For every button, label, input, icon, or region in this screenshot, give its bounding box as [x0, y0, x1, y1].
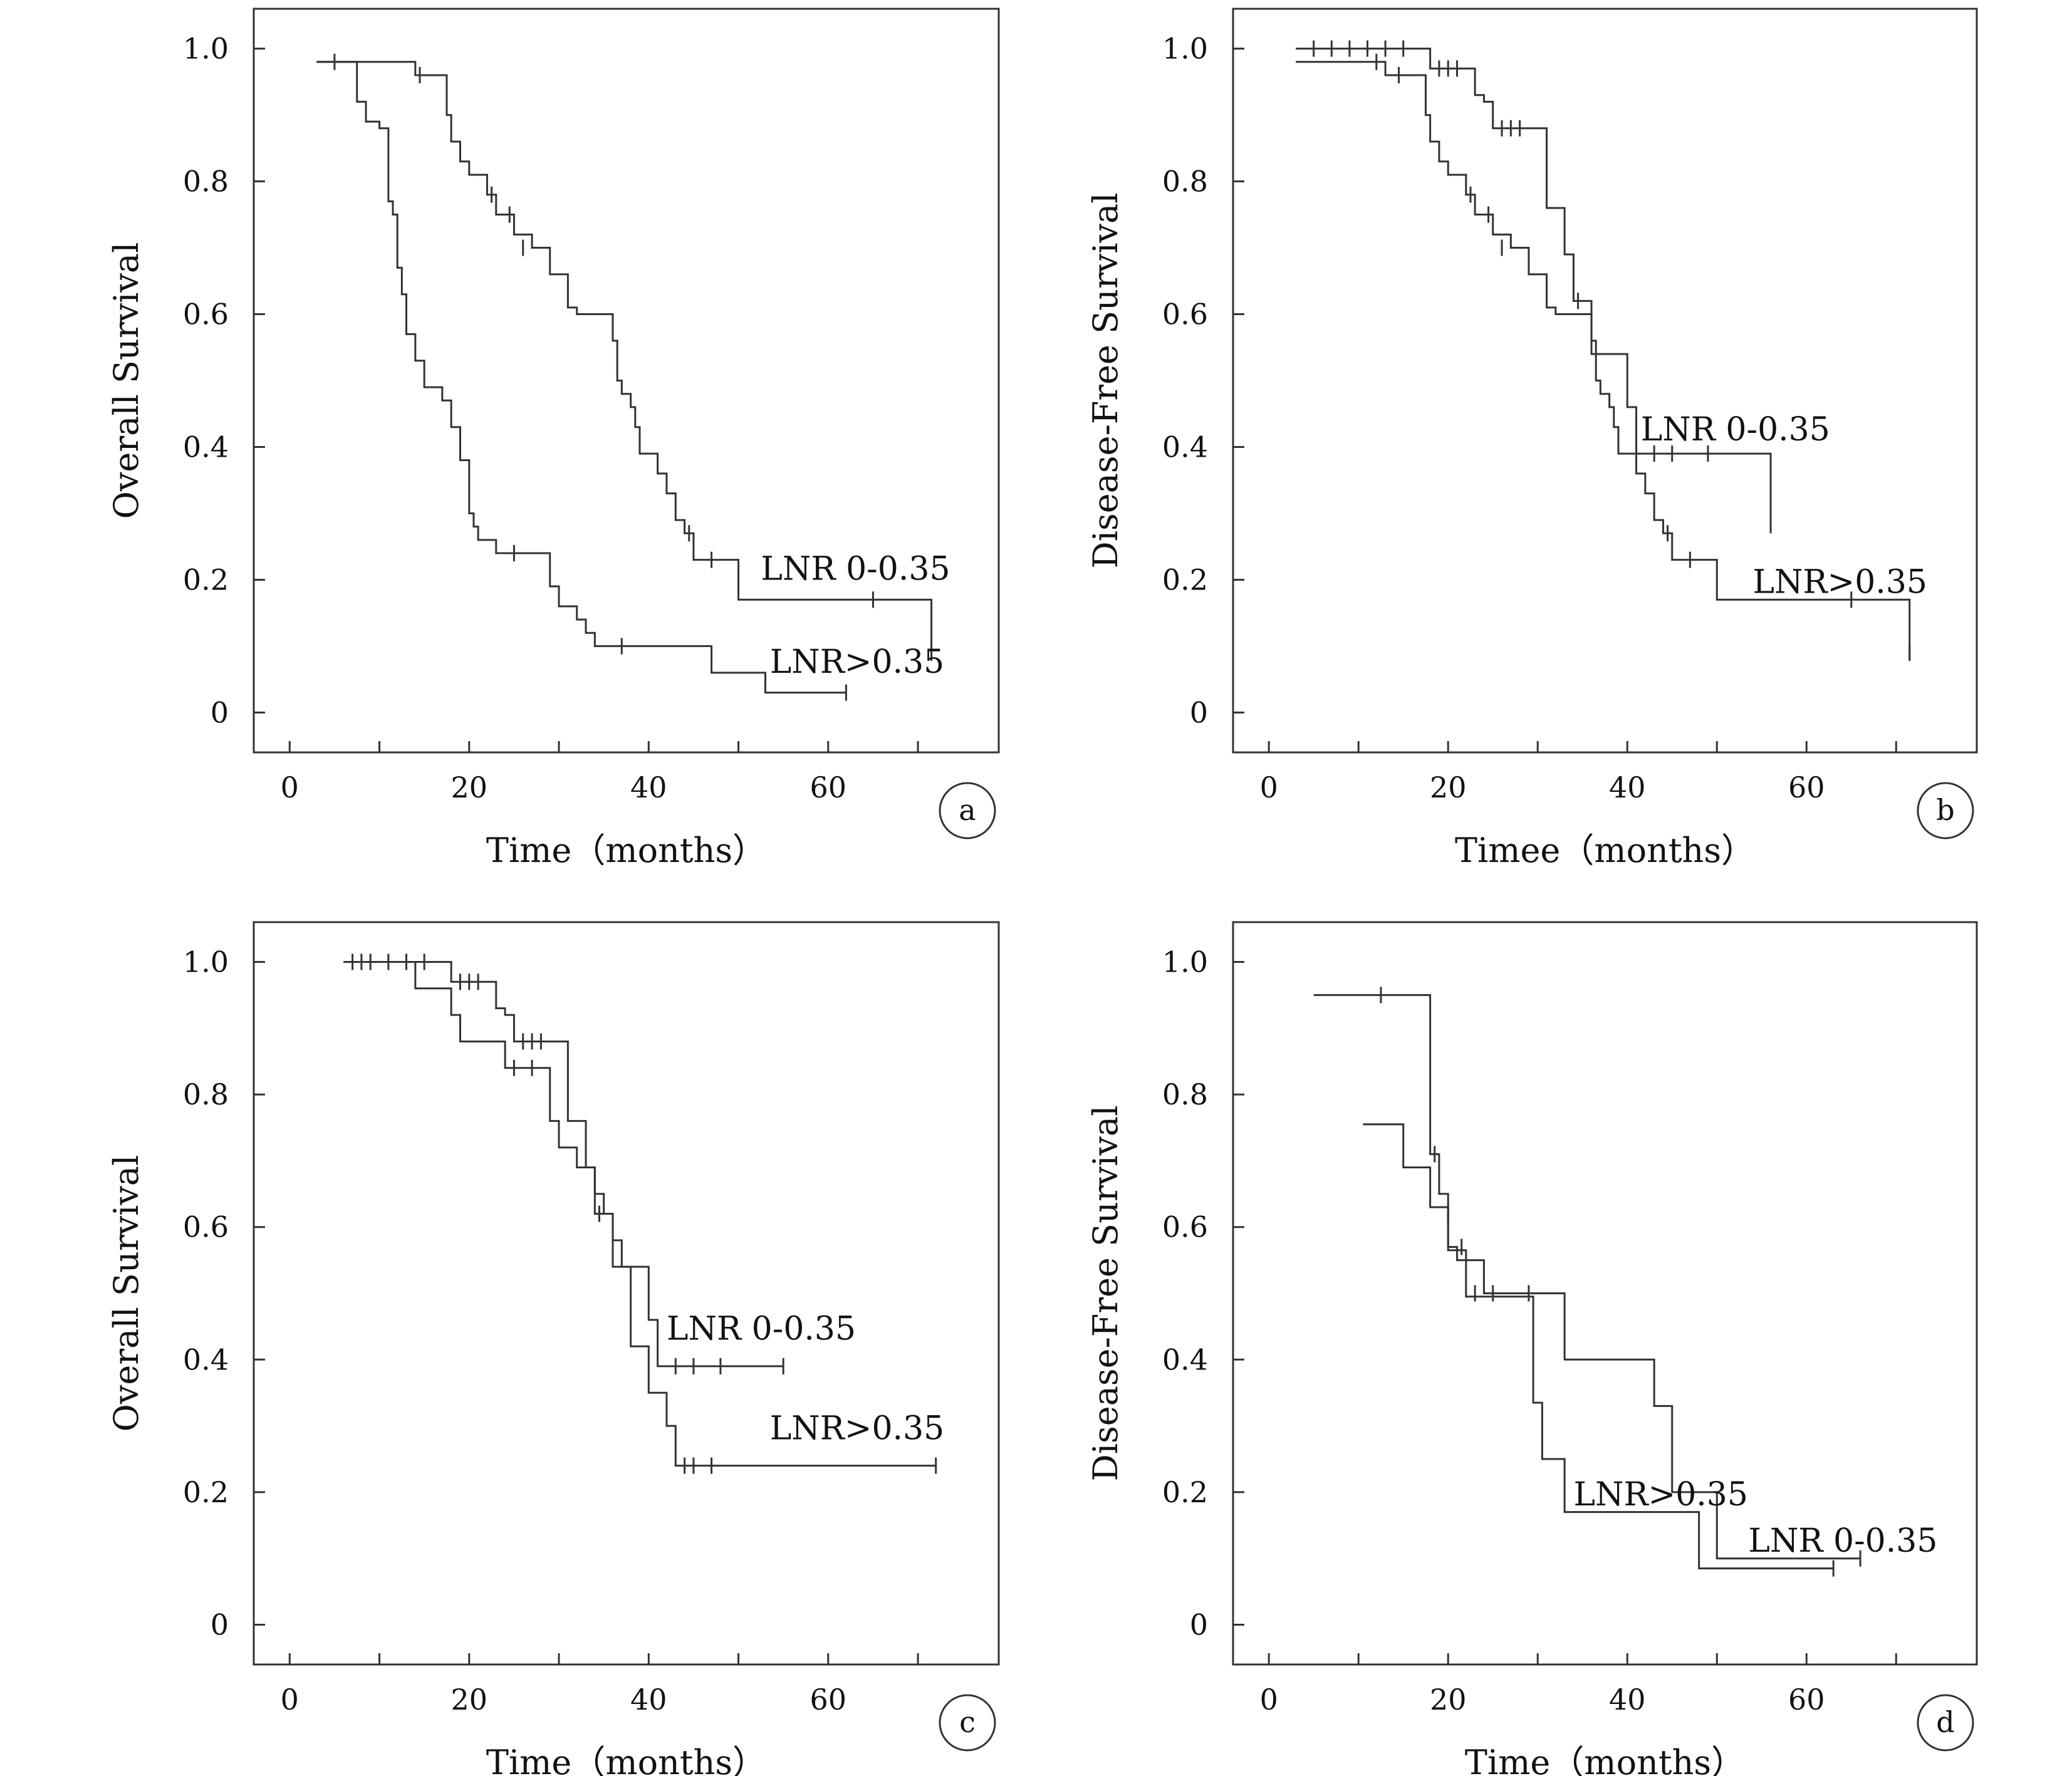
- panel-c: 0 20 40 60 0 0.2 0.4 0.6 0.8 1.0 Time（months） Overa…: [107, 921, 1000, 1776]
- y-tick-label: 0: [1190, 695, 1208, 729]
- panel-d: 0 20 40 60 0 0.2 0.4 0.6 0.8 1.0 Time（months） Disea…: [1086, 921, 1978, 1776]
- series-label: LNR 0-0.35: [1641, 411, 1830, 449]
- series-line-lnr-low: [1296, 48, 1772, 534]
- series-label: LNR>0.35: [770, 1410, 945, 1447]
- x-tick-label: 60: [810, 771, 847, 804]
- x-tick-label: 40: [630, 1683, 667, 1716]
- series-line-lnr-low: [1313, 994, 1861, 1560]
- y-tick-label: 0.4: [183, 430, 229, 464]
- series-line-lnr-low: [343, 960, 784, 1368]
- series-line-lnr-high: [343, 960, 936, 1467]
- panel-a: 0 20 40 60 0 0.2 0.4 0.6 0.8 1.0 Time（months） Overa…: [107, 8, 1000, 870]
- panel-letter: a: [959, 793, 976, 827]
- y-tick-label: 0.6: [183, 298, 229, 331]
- y-tick-label: 1.0: [183, 32, 229, 66]
- y-tick-label: 0.2: [183, 563, 229, 596]
- y-tick-label: 0.6: [183, 1210, 229, 1244]
- y-tick-label: 0.4: [183, 1342, 229, 1376]
- y-tick-label: 1.0: [1162, 945, 1208, 979]
- series-label: LNR>0.35: [1573, 1476, 1748, 1514]
- x-tick-label: 0: [1260, 1683, 1278, 1716]
- y-tick-label: 0.4: [1162, 1342, 1208, 1376]
- series-label: LNR 0-0.35: [1748, 1522, 1937, 1560]
- y-tick-label: 1.0: [1162, 32, 1208, 66]
- x-axis-title: Timee（months）: [1455, 831, 1755, 870]
- y-tick-label: 0.2: [1162, 1475, 1208, 1509]
- y-tick-label: 0.2: [1162, 563, 1208, 596]
- series-label: LNR>0.35: [770, 643, 945, 681]
- panel-letter: d: [1936, 1705, 1954, 1739]
- y-axis-title: Overall Survival: [107, 1155, 146, 1432]
- y-tick-label: 0: [1190, 1608, 1208, 1642]
- series-label: LNR 0-0.35: [761, 550, 950, 588]
- y-tick-label: 0.4: [1162, 430, 1208, 464]
- plot-frame: [252, 8, 1000, 754]
- y-tick-label: 0.6: [1162, 298, 1208, 331]
- x-axis-title: Time（months）: [486, 831, 766, 870]
- x-axis-title: Time（months）: [486, 1743, 766, 1776]
- x-axis-title: Time（months）: [1465, 1743, 1745, 1776]
- x-tick-label: 0: [281, 1683, 299, 1716]
- x-tick-label: 20: [451, 1683, 488, 1716]
- y-tick-label: 0.8: [183, 165, 229, 199]
- y-tick-label: 0: [211, 695, 229, 729]
- panel-badge-circle: [939, 782, 996, 839]
- y-tick-label: 0: [211, 1608, 229, 1642]
- panel-badge-circle: [1917, 782, 1974, 839]
- y-tick-label: 0.8: [183, 1078, 229, 1111]
- x-tick-label: 0: [1260, 771, 1278, 804]
- x-tick-label: 20: [1430, 1683, 1467, 1716]
- series-label: LNR 0-0.35: [667, 1311, 856, 1348]
- panel-badge-circle: [1917, 1694, 1974, 1752]
- x-tick-label: 20: [451, 771, 488, 804]
- panel-letter: c: [959, 1705, 976, 1739]
- x-tick-label: 20: [1430, 771, 1467, 804]
- x-tick-label: 60: [1788, 771, 1825, 804]
- y-tick-label: 0.8: [1162, 165, 1208, 199]
- x-tick-label: 40: [1609, 771, 1646, 804]
- series-line-lnr-low: [316, 61, 933, 660]
- series-label: LNR>0.35: [1752, 564, 1927, 601]
- plot-frame: [252, 921, 1000, 1666]
- series-line-lnr-high: [316, 61, 846, 694]
- plot-frame: [1232, 921, 1978, 1666]
- y-tick-label: 0.6: [1162, 1210, 1208, 1244]
- panel-badge-circle: [939, 1694, 996, 1752]
- x-tick-label: 0: [281, 771, 299, 804]
- x-tick-label: 40: [630, 771, 667, 804]
- y-axis-title: Disease-Free Survival: [1086, 192, 1125, 568]
- plot-frame: [1232, 8, 1978, 754]
- x-tick-label: 60: [810, 1683, 847, 1716]
- y-tick-label: 0.8: [1162, 1078, 1208, 1111]
- y-tick-label: 0.2: [183, 1475, 229, 1509]
- y-axis-title: Disease-Free Survival: [1086, 1105, 1125, 1481]
- panel-letter: b: [1936, 793, 1954, 827]
- y-tick-label: 1.0: [183, 945, 229, 979]
- series-line-lnr-high: [1296, 61, 1911, 660]
- x-tick-label: 60: [1788, 1683, 1825, 1716]
- x-tick-label: 40: [1609, 1683, 1646, 1716]
- panel-b: 0 20 40 60 0 0.2 0.4 0.6 0.8 1.0 Timee（months） Dise…: [1086, 8, 1978, 870]
- y-axis-title: Overall Survival: [107, 242, 146, 519]
- series-line-lnr-high: [1363, 1123, 1834, 1570]
